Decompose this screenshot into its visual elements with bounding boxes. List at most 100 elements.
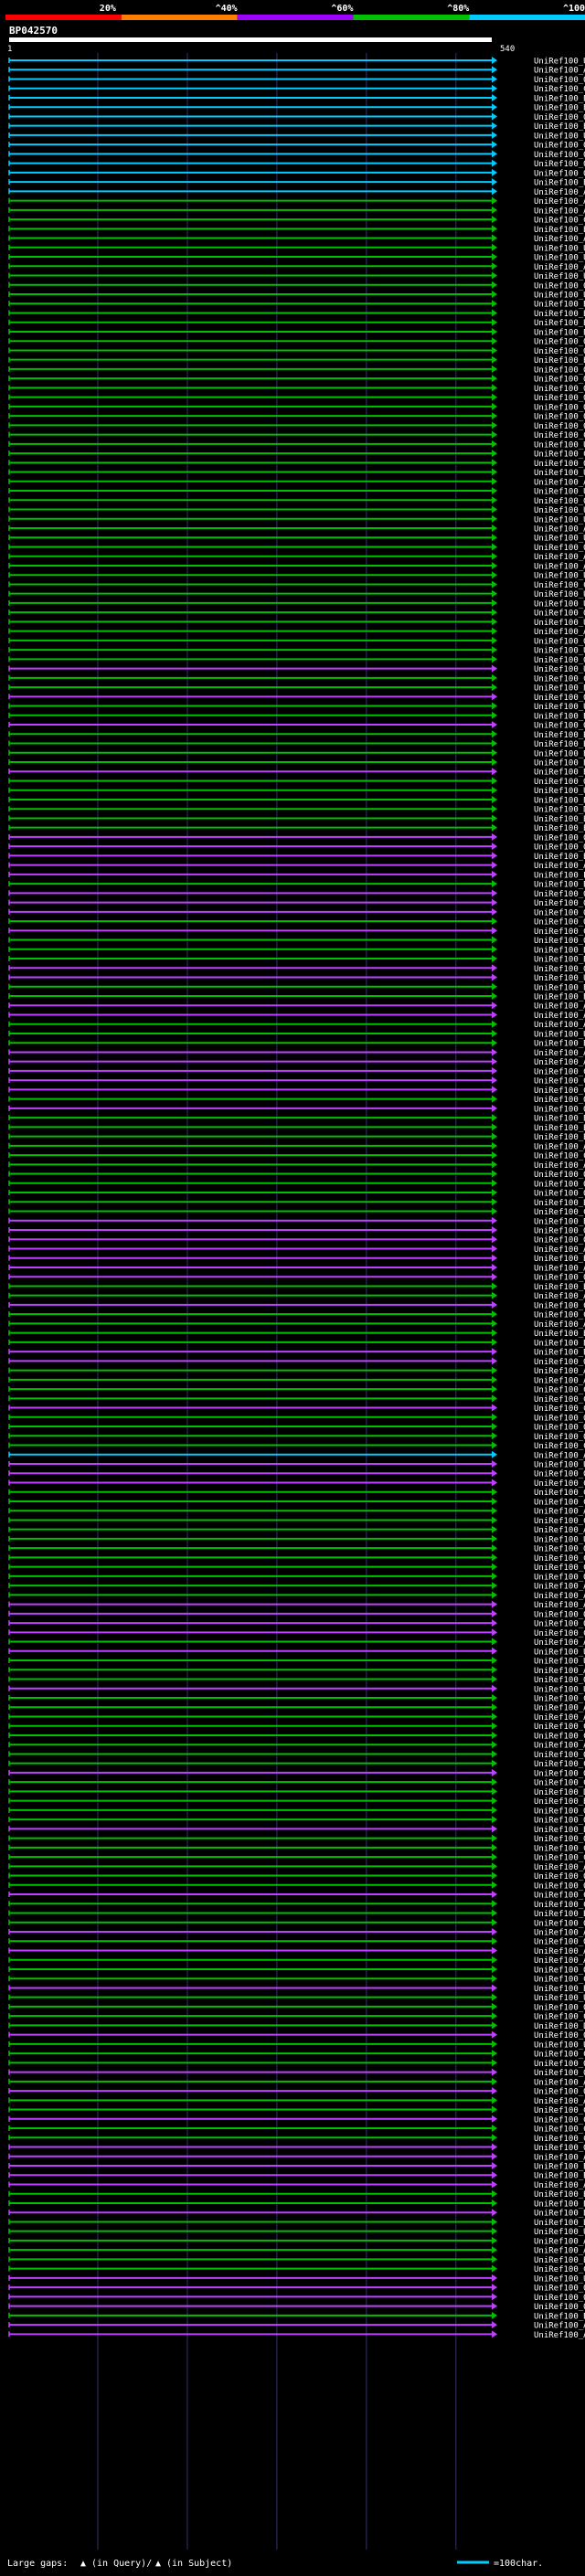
hit-label[interactable]: UniRef100_Q8VY87 <box>534 281 585 291</box>
hit-label[interactable]: UniRef100_C8T7T0 <box>534 2125 585 2135</box>
hit-label[interactable]: UniRef100_Q8C5B7 <box>534 544 585 553</box>
hit-label[interactable]: UniRef100_Q54F88 <box>534 1180 585 1189</box>
hit-label[interactable]: UniRef100_A9UQG6 <box>534 1012 585 1021</box>
hit-label[interactable]: UniRef100_B6Q255 <box>534 1283 585 1292</box>
hit-label[interactable]: UniRef100_UP1000.. <box>534 974 585 983</box>
hit-label[interactable]: UniRef100_Q1BIX7 <box>534 2144 585 2153</box>
hit-label[interactable]: UniRef100_P36159 <box>534 871 585 880</box>
hit-label[interactable]: UniRef100_Q55Q26 <box>534 899 585 908</box>
hit-label[interactable]: UniRef100_Q9BZS2 <box>534 347 585 356</box>
hit-label[interactable]: UniRef100_A7S8B5 <box>534 1713 585 1723</box>
hit-label[interactable]: UniRef100_B5RWC7 <box>534 983 585 992</box>
hit-label[interactable]: UniRef100_A5HTE2 <box>534 1956 585 1966</box>
hit-label[interactable]: UniRef100_B2WKD9 <box>534 1339 585 1348</box>
hit-label[interactable]: UniRef100_C5DLM8 <box>534 1067 585 1076</box>
hit-label[interactable]: UniRef100_C8QN55 <box>534 1760 585 1769</box>
hit-label[interactable]: UniRef100_A5K939 <box>534 2153 585 2162</box>
hit-label[interactable]: UniRef100_A2DKK6 <box>534 1704 585 1713</box>
hit-label[interactable]: UniRef100_B7PWY4 <box>534 881 585 890</box>
hit-label[interactable]: UniRef100_C5MJE3 <box>534 1976 585 1985</box>
hit-label[interactable]: UniRef100_A4TBU1 <box>534 2237 585 2246</box>
hit-label[interactable]: UniRef100_A7RMB4 <box>534 478 585 487</box>
hit-label[interactable]: UniRef100_Q551E0 <box>534 1236 585 1246</box>
hit-label[interactable]: UniRef100_Q93811 <box>534 1882 585 1891</box>
hit-label[interactable]: UniRef100_Q8TTR2 <box>534 1807 585 1816</box>
hit-label[interactable]: UniRef100_Q8VY81-2 <box>534 366 585 375</box>
hit-label[interactable]: UniRef100_B9FLE7 <box>534 122 585 132</box>
hit-label[interactable]: UniRef100_B6Z689 <box>534 1217 585 1226</box>
hit-label[interactable]: UniRef100_C1E751 <box>534 431 585 440</box>
hit-label[interactable]: UniRef100_Q8IKJ5 <box>534 1171 585 1180</box>
hit-label[interactable]: UniRef100_C5VUG7 <box>534 1152 585 1161</box>
hit-label[interactable]: UniRef100_B4GC40 <box>534 946 585 955</box>
hit-label[interactable]: UniRef100_Q4TGN0 <box>534 918 585 928</box>
hit-label[interactable]: UniRef100_Q2HGR1 <box>534 610 585 619</box>
hit-label[interactable]: UniRef100_A7TQ27 <box>534 1002 585 1012</box>
hit-label[interactable]: UniRef100_D12UW0 <box>534 1788 585 1797</box>
hit-label[interactable]: UniRef100_C6HNC4 <box>534 1489 585 1498</box>
hit-label[interactable]: UniRef100_B8UK06 <box>534 2312 585 2321</box>
hit-label[interactable]: UniRef100_A2E068 <box>534 1049 585 1058</box>
hit-label[interactable]: UniRef100_Q9VRN7 <box>534 778 585 787</box>
hit-label[interactable]: UniRef100_B4NQ77 <box>534 749 585 758</box>
hit-label[interactable]: UniRef100_B3MEG7 <box>534 731 585 740</box>
hit-label[interactable]: UniRef100_A9VMS4 <box>534 263 585 272</box>
hit-label[interactable]: UniRef100_UP1000.. <box>534 515 585 525</box>
hit-label[interactable]: UniRef100_Q2NH91 <box>534 2003 585 2012</box>
hit-label[interactable]: UniRef100_Q1U155 <box>534 637 585 646</box>
hit-label[interactable]: UniRef100_A8Q555 <box>534 1320 585 1330</box>
hit-label[interactable]: UniRef100_A4HPX5 <box>534 1161 585 1171</box>
hit-label[interactable]: UniRef100_UP1000.. <box>534 254 585 263</box>
hit-label[interactable]: UniRef100_B4DPL9 <box>534 310 585 319</box>
hit-label[interactable]: UniRef100_Q4U476 <box>534 656 585 665</box>
hit-label[interactable]: UniRef100_Q0UEJ2 <box>534 1676 585 1685</box>
hit-label[interactable]: UniRef100_C5NEF9 <box>534 1517 585 1526</box>
hit-label[interactable]: UniRef100_A7S896 <box>534 235 585 244</box>
hit-label[interactable]: UniRef100_C7Z9B8 <box>534 1208 585 1217</box>
hit-label[interactable]: UniRef100_A5K3K1 <box>534 1246 585 1255</box>
hit-label[interactable]: UniRef100_B3RMK2 <box>534 226 585 235</box>
hit-label[interactable]: UniRef100_UP1000.. <box>534 665 585 674</box>
hit-label[interactable]: UniRef100_Q4WPL0 <box>534 1358 585 1367</box>
hit-label[interactable]: UniRef100_UP1000.. <box>534 1461 585 1470</box>
hit-label[interactable]: UniRef100_B1L6S3 <box>534 1797 585 1807</box>
hit-label[interactable]: UniRef100_Q57ZV6 <box>534 1620 585 1629</box>
hit-label[interactable]: UniRef100_C5KTQ0 <box>534 1077 585 1087</box>
hit-label[interactable]: UniRef100_UP1000.. <box>534 1994 585 2003</box>
hit-label[interactable]: UniRef100_A9SYY9 <box>534 197 585 207</box>
hit-label[interactable]: UniRef100_B9WPN3 <box>534 1133 585 1142</box>
hit-label[interactable]: UniRef100_UP1000.. <box>534 272 585 281</box>
hit-label[interactable]: UniRef100_A3CXT3 <box>534 2097 585 2106</box>
hit-label[interactable]: UniRef100_C5FWT7 <box>534 1442 585 1451</box>
hit-label[interactable]: UniRef100_Q2UDX4 <box>534 1190 585 1199</box>
hit-label[interactable]: UniRef100_UP1000.. <box>534 506 585 515</box>
hit-label[interactable]: UniRef100_UP1000.. <box>534 469 585 478</box>
hit-label[interactable]: UniRef100_C6H1U3 <box>534 928 585 937</box>
hit-label[interactable]: UniRef100_UP1000.. <box>534 440 585 450</box>
hit-label[interactable]: UniRef100_A8NN42 <box>534 1583 585 1592</box>
hit-label[interactable]: UniRef100_B0R7E2 <box>534 1985 585 1994</box>
hit-label[interactable]: UniRef100_C1V7S5 <box>534 2013 585 2022</box>
hit-label[interactable]: UniRef100_Q1FP88 <box>534 2031 585 2041</box>
hit-label[interactable]: UniRef100_Q9BZS2-3 <box>534 338 585 347</box>
hit-label[interactable]: UniRef100_Q28CN0 <box>534 497 585 506</box>
hit-label[interactable]: UniRef100_B9Q9W7 <box>534 2172 585 2181</box>
hit-label[interactable]: UniRef100_Q4N2D5 <box>534 1817 585 1826</box>
hit-label[interactable]: UniRef100_Q5CP41 <box>534 1966 585 1975</box>
hit-label[interactable]: UniRef100_Q6CJR0 <box>534 1227 585 1236</box>
hit-label[interactable]: UniRef100_UP1000.. <box>534 619 585 628</box>
hit-label[interactable]: UniRef100_A2DYN6 <box>534 1592 585 1601</box>
hit-label[interactable]: UniRef100_UP1000.. <box>534 1648 585 1657</box>
hit-label[interactable]: UniRef100_B4E3K5 <box>534 301 585 310</box>
hit-label[interactable]: UniRef100_A0E1B6 <box>534 1638 585 1648</box>
hit-label[interactable]: UniRef100_Q2UF77 <box>534 1424 585 1433</box>
hit-label[interactable]: UniRef100_A0B7P1 <box>534 1601 585 1610</box>
hit-label[interactable]: UniRef100_Q6FQ91 <box>534 394 585 403</box>
hit-label[interactable]: UniRef100_A9BY30 <box>534 2331 585 2340</box>
hit-label[interactable]: UniRef100_B0XNX6 <box>534 1349 585 1358</box>
hit-label[interactable]: UniRef100_A6RUF9 <box>534 562 585 571</box>
hit-label[interactable]: UniRef100_Q01CX3 <box>534 1096 585 1105</box>
hit-label[interactable]: UniRef100_C7PPR1 <box>534 2265 585 2274</box>
hit-label[interactable]: UniRef100_B6HHV5 <box>534 1330 585 1339</box>
hit-label[interactable]: UniRef100_C8N8P2 <box>534 2106 585 2115</box>
